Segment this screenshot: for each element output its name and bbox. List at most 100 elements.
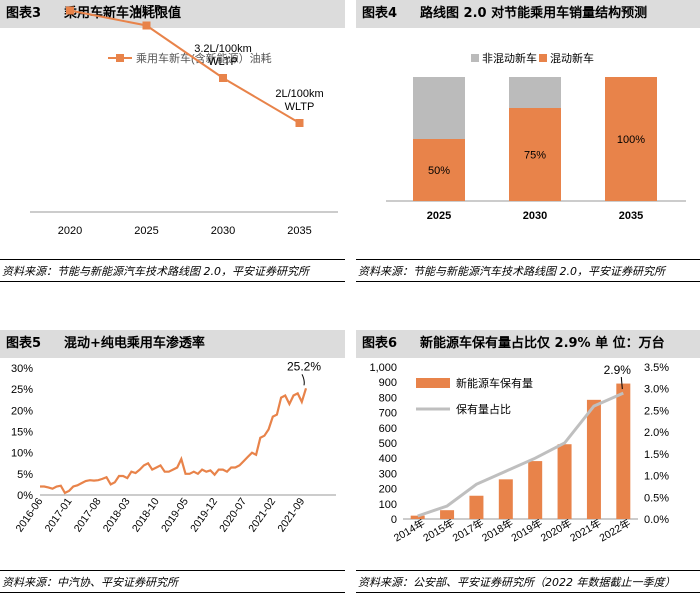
data-label: NEDC: [54, 0, 85, 1]
series-line: [69, 9, 301, 124]
panel-fig6: 图表6 新能源车保有量占比仅 2.9% 单 位：万台 0 100 200 300 400 5…: [356, 330, 700, 601]
x-tick-label: 2021-02: [246, 496, 278, 535]
y-right-tick-label: 1.0%: [644, 471, 669, 483]
y-right-tick-label: 0.0%: [644, 514, 669, 526]
figure-title: 乘用车新车油耗限值: [64, 6, 182, 21]
panel-header: 图表3 乘用车新车油耗限值: [0, 0, 345, 28]
y-left-tick-label: 600: [379, 423, 397, 435]
data-point: [295, 119, 304, 127]
bar-ownership: [469, 495, 484, 519]
penetration-chart: 0%5%10%15%20%25%30%2016-062017-012017-08…: [11, 359, 336, 535]
source-note: 资料来源：中汽协、平安证券研究所: [2, 576, 178, 589]
bar-ownership: [557, 444, 572, 519]
source-note: 资料来源：公安部、平安证券研究所（2022 年数据截止一季度）: [358, 576, 676, 589]
x-tick-label: 2021-09: [275, 496, 307, 535]
annotation-label: 2.9%: [604, 363, 632, 377]
figure-title: 路线图 2.0 对节能乘用车销量结构预测: [420, 6, 648, 21]
bar-hybrid: [605, 77, 657, 201]
data-label: 100%: [617, 134, 645, 146]
sales-structure-chart: 非混动新车 混动新车 50% 2025 75% 2030 100% 2035: [386, 51, 686, 222]
x-tick-label: 2018-03: [101, 496, 133, 535]
y-tick-label: 30%: [11, 363, 33, 375]
legend-label: 新能源车保有量: [456, 376, 533, 390]
annotation-label: 25.2%: [287, 359, 321, 373]
data-point: [142, 21, 151, 30]
bar-ownership: [586, 399, 601, 519]
y-left-tick-label: 0: [391, 514, 397, 526]
y-left-tick-label: 800: [379, 392, 397, 404]
y-right-tick-label: 2.5%: [644, 405, 669, 417]
panel-fig5: 图表5 混动+纯电乘用车渗透率 0% 5% 10% 15% 20% 25% 30% 2016-0…: [0, 330, 345, 601]
y-left-tick-label: 500: [379, 438, 397, 450]
annotation-pointer: [301, 374, 305, 386]
bar-non-hybrid: [413, 77, 465, 139]
x-tick-label: 2018-10: [130, 496, 162, 535]
y-left-tick-label: 1,000: [369, 362, 397, 374]
y-right-tick-label: 0.5%: [644, 492, 669, 504]
data-label: WLTP: [132, 4, 162, 16]
panel-header: 图表6 新能源车保有量占比仅 2.9% 单 位：万台: [356, 330, 700, 358]
x-tick-label: 2019年: [509, 516, 545, 544]
data-point: [219, 74, 227, 82]
x-tick-label: 2030: [523, 210, 547, 222]
data-label: 50%: [428, 165, 450, 177]
figure-title: 新能源车保有量占比仅 2.9% 单 位：万台: [420, 336, 665, 351]
y-left-tick-label: 300: [379, 468, 397, 480]
bar-ownership: [616, 383, 631, 519]
legend-swatch-hybrid: [539, 54, 547, 62]
x-tick-label: 2025: [427, 210, 451, 222]
y-left-tick-label: 400: [379, 453, 397, 465]
data-label: WLTP: [208, 56, 238, 68]
y-left-tick-label: 700: [379, 408, 397, 420]
x-tick-label: 2035: [287, 225, 311, 237]
figure-title: 混动+纯电乘用车渗透率: [64, 336, 205, 351]
x-tick-label: 2030: [211, 225, 235, 237]
x-tick-label: 2017-01: [43, 496, 75, 535]
y-tick-label: 5%: [17, 469, 33, 481]
data-label: 3.2L/100km: [194, 43, 251, 55]
y-right-tick-label: 3.5%: [644, 362, 669, 374]
panel-fig4: 图表4 路线图 2.0 对节能乘用车销量结构预测 非混动新车 混动新车 50% 2025…: [356, 0, 700, 285]
legend-label: 保有量占比: [456, 402, 511, 416]
figure-number: 图表4: [362, 6, 398, 21]
bar-ownership: [528, 461, 543, 519]
x-tick-label: 2019-12: [188, 496, 220, 535]
y-tick-label: 25%: [11, 384, 33, 396]
y-right-tick-label: 1.5%: [644, 449, 669, 461]
x-tick-label: 2019-05: [159, 496, 191, 535]
x-tick-label: 2025: [134, 225, 158, 237]
y-tick-label: 20%: [11, 405, 33, 417]
legend-label: 乘用车新车(含新能源）油耗: [136, 51, 272, 65]
y-left-tick-label: 100: [379, 499, 397, 511]
data-label: 75%: [524, 150, 546, 162]
x-tick-label: 2018年: [479, 516, 515, 544]
data-point: [66, 6, 74, 15]
x-tick-label: 2020年: [538, 516, 574, 544]
source-note: 资料来源：节能与新能源汽车技术路线图 2.0，平安证券研究所: [2, 265, 309, 278]
x-tick-label: 2020: [58, 225, 82, 237]
y-right-tick-label: 2.0%: [644, 427, 669, 439]
x-tick-label: 2015年: [421, 516, 457, 544]
bar-non-hybrid: [509, 77, 561, 108]
bar-ownership: [410, 515, 425, 519]
x-tick-label: 2020-07: [217, 496, 249, 535]
series-share-line: [417, 391, 624, 518]
fuel-limit-chart: 乘用车新车(含新能源）油耗5L/100kmNEDC20204.6L/100kmW…: [30, 0, 338, 237]
bar-ownership: [440, 510, 455, 519]
data-label: 2L/100km: [275, 88, 323, 100]
figure-number: 图表3: [6, 6, 42, 21]
x-tick-label: 2022年: [597, 516, 633, 544]
data-label: 4.6L/100km: [118, 0, 175, 3]
y-right-tick-label: 3.0%: [644, 384, 669, 396]
legend-swatch-non-hybrid: [471, 54, 479, 62]
x-tick-label: 2017-08: [72, 496, 104, 535]
figure-number: 图表6: [362, 336, 398, 351]
panel-header: 图表4 路线图 2.0 对节能乘用车销量结构预测: [356, 0, 700, 28]
legend-swatch-ownership: [416, 378, 450, 388]
series-line: [40, 387, 308, 495]
annotation-pointer: [620, 376, 623, 390]
legend-label: 混动新车: [550, 51, 594, 65]
x-tick-label: 2017年: [450, 516, 486, 544]
nev-ownership-chart: 0 100 200 300 400 500 600 700 800 900 1,000 0.0% 0.5…: [369, 362, 669, 545]
